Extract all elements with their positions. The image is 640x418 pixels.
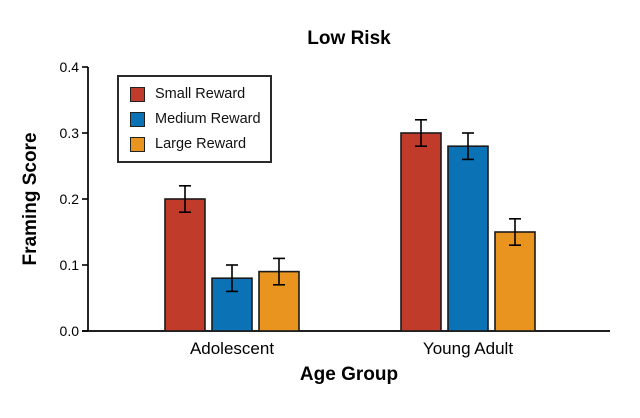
- legend-swatch-small-reward: [130, 86, 145, 102]
- x-axis-label: Age Group: [299, 364, 399, 385]
- y-tick-label: 0.3: [59, 125, 79, 141]
- bar-medium-reward: [447, 145, 489, 332]
- legend: Small Reward Medium Reward Large Reward: [117, 75, 272, 163]
- y-tick-label: 0.0: [59, 323, 79, 339]
- x-tick-label: Adolescent: [189, 339, 275, 358]
- y-tick-label: 0.2: [59, 191, 79, 207]
- legend-label: Medium Reward: [155, 111, 261, 127]
- x-tick-label: Young Adult: [422, 339, 514, 358]
- y-axis-label: Framing Score: [20, 132, 41, 266]
- y-tick-label: 0.4: [59, 59, 79, 75]
- chart-title: Low Risk: [307, 28, 391, 49]
- y-tick-label: 0.1: [59, 257, 79, 273]
- legend-swatch-medium-reward: [130, 111, 145, 127]
- legend-item: Large Reward: [130, 136, 262, 152]
- bar-large-reward: [494, 231, 536, 332]
- legend-item: Medium Reward: [130, 111, 262, 127]
- bar-small-reward: [164, 198, 206, 332]
- legend-swatch-large-reward: [130, 136, 145, 152]
- legend-label: Small Reward: [155, 86, 246, 102]
- bar-small-reward: [400, 132, 442, 332]
- legend-label: Large Reward: [155, 136, 247, 152]
- legend-item: Small Reward: [130, 86, 262, 102]
